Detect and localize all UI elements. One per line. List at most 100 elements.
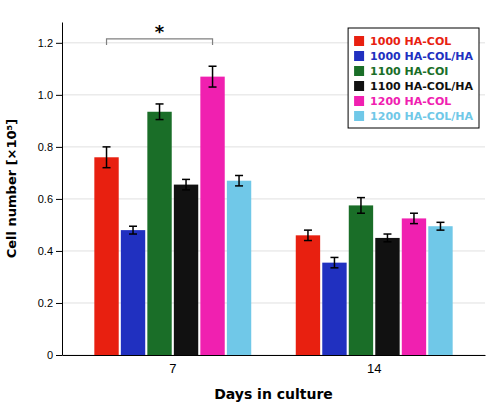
- error-bar-cap: [410, 223, 418, 225]
- series: [227, 175, 453, 355]
- error-bar-cap: [129, 233, 137, 235]
- error-bar-cap: [383, 233, 391, 235]
- y-tick-mark: [56, 355, 62, 356]
- y-tick-label: 0: [47, 349, 53, 361]
- error-bar-cap: [383, 241, 391, 243]
- x-tick: 14: [367, 361, 381, 376]
- bar: [147, 112, 171, 355]
- legend-label: 1000 HA-COL: [370, 35, 451, 48]
- error-bar: [410, 213, 418, 223]
- legend-swatch: [354, 66, 364, 76]
- error-bar: [436, 222, 444, 230]
- error-bar-cap: [357, 197, 365, 199]
- error-bar-cap: [235, 185, 243, 187]
- error-bar-stem: [106, 147, 108, 168]
- error-bar-stem: [387, 234, 389, 242]
- error-bar: [129, 226, 137, 234]
- legend-frame: [348, 28, 479, 128]
- bar: [200, 77, 224, 355]
- error-bar-stem: [238, 175, 240, 185]
- error-bar-stem: [185, 179, 187, 189]
- plot-area: 00.20.40.60.81.01.2714Days in cultureCel…: [4, 21, 486, 402]
- y-tick-mark: [56, 251, 62, 252]
- error-bar-cap: [209, 65, 217, 67]
- y-tick-label: 0.4: [38, 245, 53, 257]
- x-tick-label: 14: [367, 361, 381, 376]
- error-bar: [304, 230, 312, 240]
- bar: [375, 238, 399, 355]
- error-bar-cap: [330, 257, 338, 259]
- error-bar-cap: [156, 119, 164, 121]
- legend-label: 1200 HA-COL: [370, 95, 451, 108]
- y-tick-label: 0.8: [38, 141, 53, 153]
- bar: [349, 205, 373, 355]
- error-bar-stem: [413, 213, 415, 223]
- bar: [322, 263, 346, 355]
- annotations: *: [155, 21, 165, 42]
- error-bar-cap: [182, 179, 190, 181]
- y-tick-label: 1.2: [38, 37, 53, 49]
- error-bar-stem: [212, 66, 214, 87]
- y-tick-mark: [56, 95, 62, 96]
- error-bar: [103, 147, 111, 168]
- error-bar-cap: [103, 146, 111, 148]
- y-tick-label: 1.0: [38, 89, 53, 101]
- error-bar-stem: [132, 226, 134, 234]
- bar: [94, 157, 118, 355]
- error-bar-cap: [129, 225, 137, 227]
- error-bar-cap: [436, 222, 444, 224]
- bar: [428, 226, 452, 355]
- y-tick: 0.4: [38, 245, 62, 257]
- grid-line: [62, 146, 485, 147]
- y-tick: 0.2: [38, 297, 62, 309]
- legend-swatch: [354, 96, 364, 106]
- y-tick-mark: [56, 199, 62, 200]
- error-bar-cap: [235, 175, 243, 177]
- y-tick: 0.8: [38, 141, 62, 153]
- y-tick-label: 0.6: [38, 193, 53, 205]
- legend-swatch: [354, 36, 364, 46]
- y-tick-mark: [56, 303, 62, 304]
- bar: [402, 218, 426, 355]
- bar: [174, 185, 198, 355]
- y-tick-mark: [56, 147, 62, 148]
- error-bar: [235, 175, 243, 185]
- grid: [62, 43, 485, 355]
- error-bar-cap: [209, 86, 217, 88]
- y-tick-label: 0.2: [38, 297, 53, 309]
- error-bar-stem: [440, 222, 442, 230]
- grid-line: [62, 198, 485, 199]
- error-bar-cap: [304, 229, 312, 231]
- x-axis: 714: [63, 356, 486, 377]
- legend-swatch: [354, 81, 364, 91]
- legend-label: 1200 HA-COL/HA: [370, 110, 473, 123]
- error-bar-cap: [103, 167, 111, 169]
- bar: [121, 230, 145, 355]
- y-tick: 0: [47, 349, 62, 361]
- chart-svg: 00.20.40.60.81.01.2714Days in cultureCel…: [0, 0, 500, 413]
- error-bar-stem: [159, 104, 161, 120]
- y-axis-title: Cell number [×10⁵]: [4, 119, 19, 258]
- legend-label: 1000 HA-COL/HA: [370, 50, 473, 63]
- annotation-text: *: [155, 21, 165, 42]
- error-bar-cap: [182, 189, 190, 191]
- bar: [227, 181, 251, 355]
- legend-swatch: [354, 51, 364, 61]
- chart-container: 00.20.40.60.81.01.2714Days in cultureCel…: [0, 0, 500, 413]
- series: [147, 104, 373, 355]
- y-axis-line: [62, 23, 63, 356]
- bar: [296, 235, 320, 355]
- y-tick: 1.0: [38, 89, 62, 101]
- error-bar-cap: [156, 103, 164, 105]
- error-bar-cap: [304, 240, 312, 242]
- x-axis-line: [63, 355, 486, 356]
- y-tick-mark: [56, 43, 62, 44]
- y-tick: 1.2: [38, 37, 62, 49]
- error-bar: [182, 179, 190, 189]
- legend-label: 1100 HA-COI: [370, 65, 448, 78]
- error-bar-cap: [436, 229, 444, 231]
- error-bar: [357, 198, 365, 214]
- error-bar: [330, 257, 338, 267]
- error-bar: [383, 234, 391, 242]
- y-tick: 0.6: [38, 193, 62, 205]
